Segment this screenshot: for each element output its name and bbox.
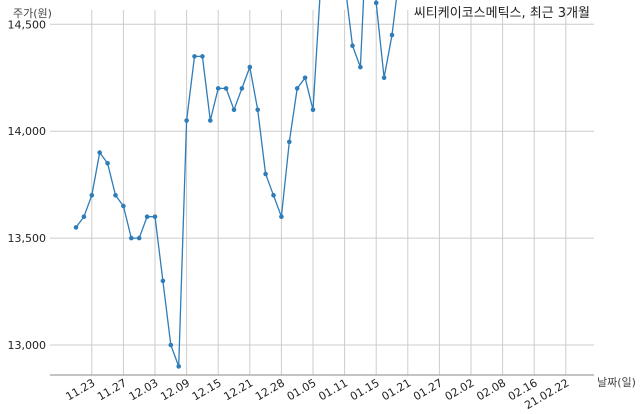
data-point: [255, 107, 260, 113]
y-tick-label: 13,000: [8, 339, 47, 352]
x-tick-label: 11.27: [95, 376, 129, 403]
x-tick-label: 12.15: [190, 376, 224, 403]
x-tick-label: 01.27: [411, 376, 445, 403]
data-point: [168, 342, 174, 348]
data-point: [105, 161, 110, 166]
y-tick-label: 14,000: [8, 125, 47, 138]
data-point: [223, 86, 229, 91]
data-point: [160, 278, 166, 284]
data-point: [200, 54, 205, 59]
y-tick-label: 13,500: [8, 232, 47, 245]
data-point: [231, 107, 237, 113]
x-tick-label: 02.02: [443, 376, 477, 403]
data-point: [73, 225, 79, 230]
data-point: [302, 75, 308, 81]
x-tick-label: 12.21: [222, 376, 256, 403]
data-point: [381, 75, 387, 81]
data-point: [271, 193, 276, 198]
data-point: [152, 214, 158, 219]
data-point: [310, 107, 316, 113]
data-point: [373, 0, 379, 6]
data-point: [389, 32, 395, 38]
chart-title: 씨티케이코스메틱스, 최근 3개월: [414, 6, 590, 21]
data-point: [350, 43, 355, 48]
y-tick-labels: 13,00013,50014,00014,50015,00015,50016,0…: [8, 18, 47, 352]
data-point: [358, 64, 363, 70]
data-point: [89, 193, 95, 198]
horizontal-grid: [50, 23, 594, 346]
data-point: [97, 150, 102, 155]
data-point: [215, 86, 221, 91]
data-point: [113, 193, 118, 198]
x-tick-label: 02.08: [474, 376, 508, 403]
vertical-grid: [91, 10, 567, 375]
x-tick-label: 12.09: [158, 376, 192, 403]
data-point: [81, 214, 87, 219]
x-tick-label: 01.05: [285, 376, 319, 403]
x-tick-label: 12.03: [127, 376, 161, 403]
x-tick-label: 01.11: [316, 376, 350, 403]
y-tick-label: 14,500: [8, 18, 47, 31]
data-point: [176, 364, 181, 369]
price-line: [75, 0, 397, 367]
x-tick-label: 12.28: [253, 376, 287, 403]
data-point: [279, 214, 284, 219]
x-tick-label: 01.15: [348, 376, 382, 403]
x-tick-label: 11.23: [64, 376, 98, 403]
y-axis-label: 주가(원): [13, 7, 52, 20]
x-tick-label: 01.21: [380, 376, 414, 403]
data-point: [287, 139, 292, 145]
data-point: [239, 86, 245, 91]
data-point: [184, 118, 189, 123]
data-point: [263, 171, 268, 177]
data-point: [192, 54, 197, 59]
x-axis-label: 날짜(일): [597, 375, 636, 389]
data-point: [136, 235, 142, 241]
data-points: [73, 0, 395, 369]
data-point: [208, 118, 213, 123]
data-point: [129, 235, 134, 241]
data-point: [121, 203, 126, 209]
data-point: [247, 64, 253, 70]
data-point: [294, 86, 300, 91]
x-tick-labels: 11.2311.2712.0312.0912.1512.2112.2801.05…: [64, 376, 572, 412]
data-point: [144, 214, 150, 219]
